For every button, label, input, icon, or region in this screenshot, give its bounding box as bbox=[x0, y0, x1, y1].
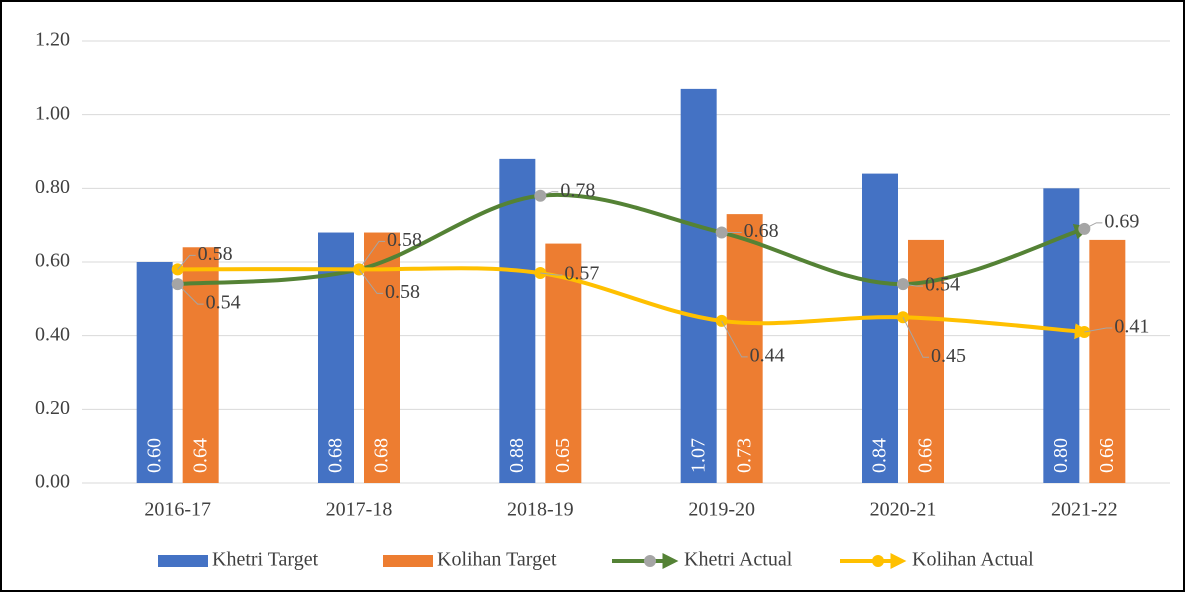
legend-marker bbox=[644, 555, 656, 567]
leader-line bbox=[1084, 222, 1103, 230]
leader-line bbox=[177, 283, 204, 305]
legend-label: Kolihan Actual bbox=[912, 549, 1034, 571]
bar bbox=[862, 173, 898, 483]
leader-line bbox=[902, 283, 923, 287]
leader-line bbox=[358, 240, 385, 270]
legend-marker bbox=[872, 555, 884, 567]
bar bbox=[499, 158, 536, 483]
bar-value-label: 0.66 bbox=[915, 438, 937, 473]
bar bbox=[182, 247, 219, 483]
bar-value-label: 0.60 bbox=[143, 438, 165, 473]
y-tick-label: 0.00 bbox=[35, 471, 70, 493]
bar-value-label: 0.68 bbox=[325, 438, 347, 473]
line-value-label: 0.69 bbox=[1104, 210, 1139, 232]
line-value-label: 0.58 bbox=[387, 229, 422, 251]
bar bbox=[136, 262, 173, 483]
x-tick-label: 2019-20 bbox=[688, 499, 755, 521]
line-value-label: 0.44 bbox=[750, 345, 785, 367]
x-tick-label: 2018-19 bbox=[507, 499, 574, 521]
line-value-label: 0.78 bbox=[560, 179, 595, 201]
line-value-label: 0.45 bbox=[931, 345, 966, 367]
line-value-label: 0.58 bbox=[385, 281, 420, 303]
leader-line bbox=[540, 272, 563, 276]
y-tick-label: 0.40 bbox=[35, 323, 70, 345]
bar-value-label: 0.66 bbox=[1096, 438, 1118, 473]
line-value-label: 0.68 bbox=[744, 220, 779, 242]
bar-value-label: 0.73 bbox=[733, 438, 755, 473]
legend-label: Kolihan Target bbox=[437, 549, 557, 571]
x-tick-label: 2017-18 bbox=[326, 499, 393, 521]
leader-line bbox=[540, 191, 559, 197]
y-tick-label: 1.00 bbox=[35, 102, 70, 124]
line-value-label: 0.58 bbox=[198, 243, 233, 265]
bar bbox=[1089, 239, 1126, 483]
bar-value-label: 1.07 bbox=[687, 438, 709, 473]
leader-line bbox=[1084, 327, 1113, 333]
line bbox=[177, 266, 1091, 340]
x-tick-label: 2021-22 bbox=[1051, 499, 1118, 521]
bar-value-label: 0.68 bbox=[371, 438, 393, 473]
bar bbox=[680, 88, 717, 483]
line-value-label: 0.41 bbox=[1114, 316, 1149, 338]
bar-value-label: 0.84 bbox=[869, 438, 891, 473]
x-tick-label: 2020-21 bbox=[870, 499, 937, 521]
y-tick-label: 0.60 bbox=[35, 250, 70, 272]
line-value-label: 0.54 bbox=[206, 292, 241, 314]
x-tick-label: 2016-17 bbox=[144, 499, 211, 521]
legend-label: Khetri Actual bbox=[684, 549, 793, 571]
legend-swatch bbox=[383, 555, 433, 567]
line-value-label: 0.54 bbox=[925, 274, 960, 296]
y-tick-label: 0.20 bbox=[35, 397, 70, 419]
line bbox=[177, 192, 1091, 287]
leader-line bbox=[177, 254, 196, 270]
bar-value-label: 0.65 bbox=[552, 438, 574, 473]
line-value-label: 0.57 bbox=[564, 263, 599, 285]
bar-value-label: 0.80 bbox=[1050, 438, 1072, 473]
y-tick-label: 0.80 bbox=[35, 176, 70, 198]
legend-label: Khetri Target bbox=[212, 549, 319, 571]
y-tick-label: 1.20 bbox=[35, 29, 70, 51]
leader-line bbox=[721, 320, 748, 358]
bar bbox=[726, 214, 763, 483]
leader-line bbox=[358, 269, 383, 294]
bar bbox=[364, 232, 400, 483]
legend-swatch bbox=[158, 555, 208, 567]
bar bbox=[545, 243, 582, 483]
leader-line bbox=[902, 317, 929, 358]
bar-value-label: 0.88 bbox=[506, 438, 528, 473]
bar-value-label: 0.64 bbox=[189, 438, 211, 473]
